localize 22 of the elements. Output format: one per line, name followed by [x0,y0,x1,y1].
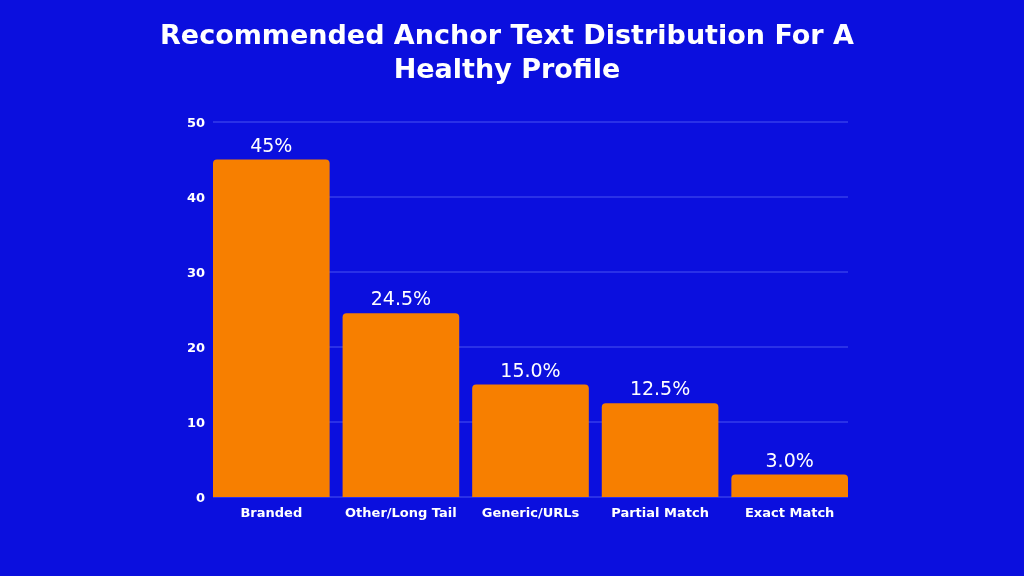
bar [601,403,719,497]
x-tick-label: Other/Long Tail [345,505,457,520]
x-tick-label: Generic/URLs [481,505,580,520]
x-tick-label: Partial Match [611,505,709,520]
bar [731,474,848,497]
y-tick-label: 40 [186,189,205,205]
y-tick-label: 0 [195,489,205,505]
x-tick-label: Exact Match [745,505,835,520]
bar [472,384,589,497]
bar [213,159,330,497]
data-label: 24.5% [370,287,432,310]
y-tick-label: 20 [186,339,205,355]
data-label: 12.5% [629,377,691,400]
bar [342,313,460,497]
y-tick-label: 10 [186,414,205,430]
x-tick-label: Branded [240,505,303,520]
data-label: 3.0% [765,448,814,471]
y-tick-label: 50 [186,114,205,130]
data-label: 15.0% [500,358,561,381]
chart-title: Recommended Anchor Text Distribution For A Healthy Profile [160,19,855,84]
y-tick-label: 30 [186,264,205,280]
data-label: 45% [250,133,293,156]
